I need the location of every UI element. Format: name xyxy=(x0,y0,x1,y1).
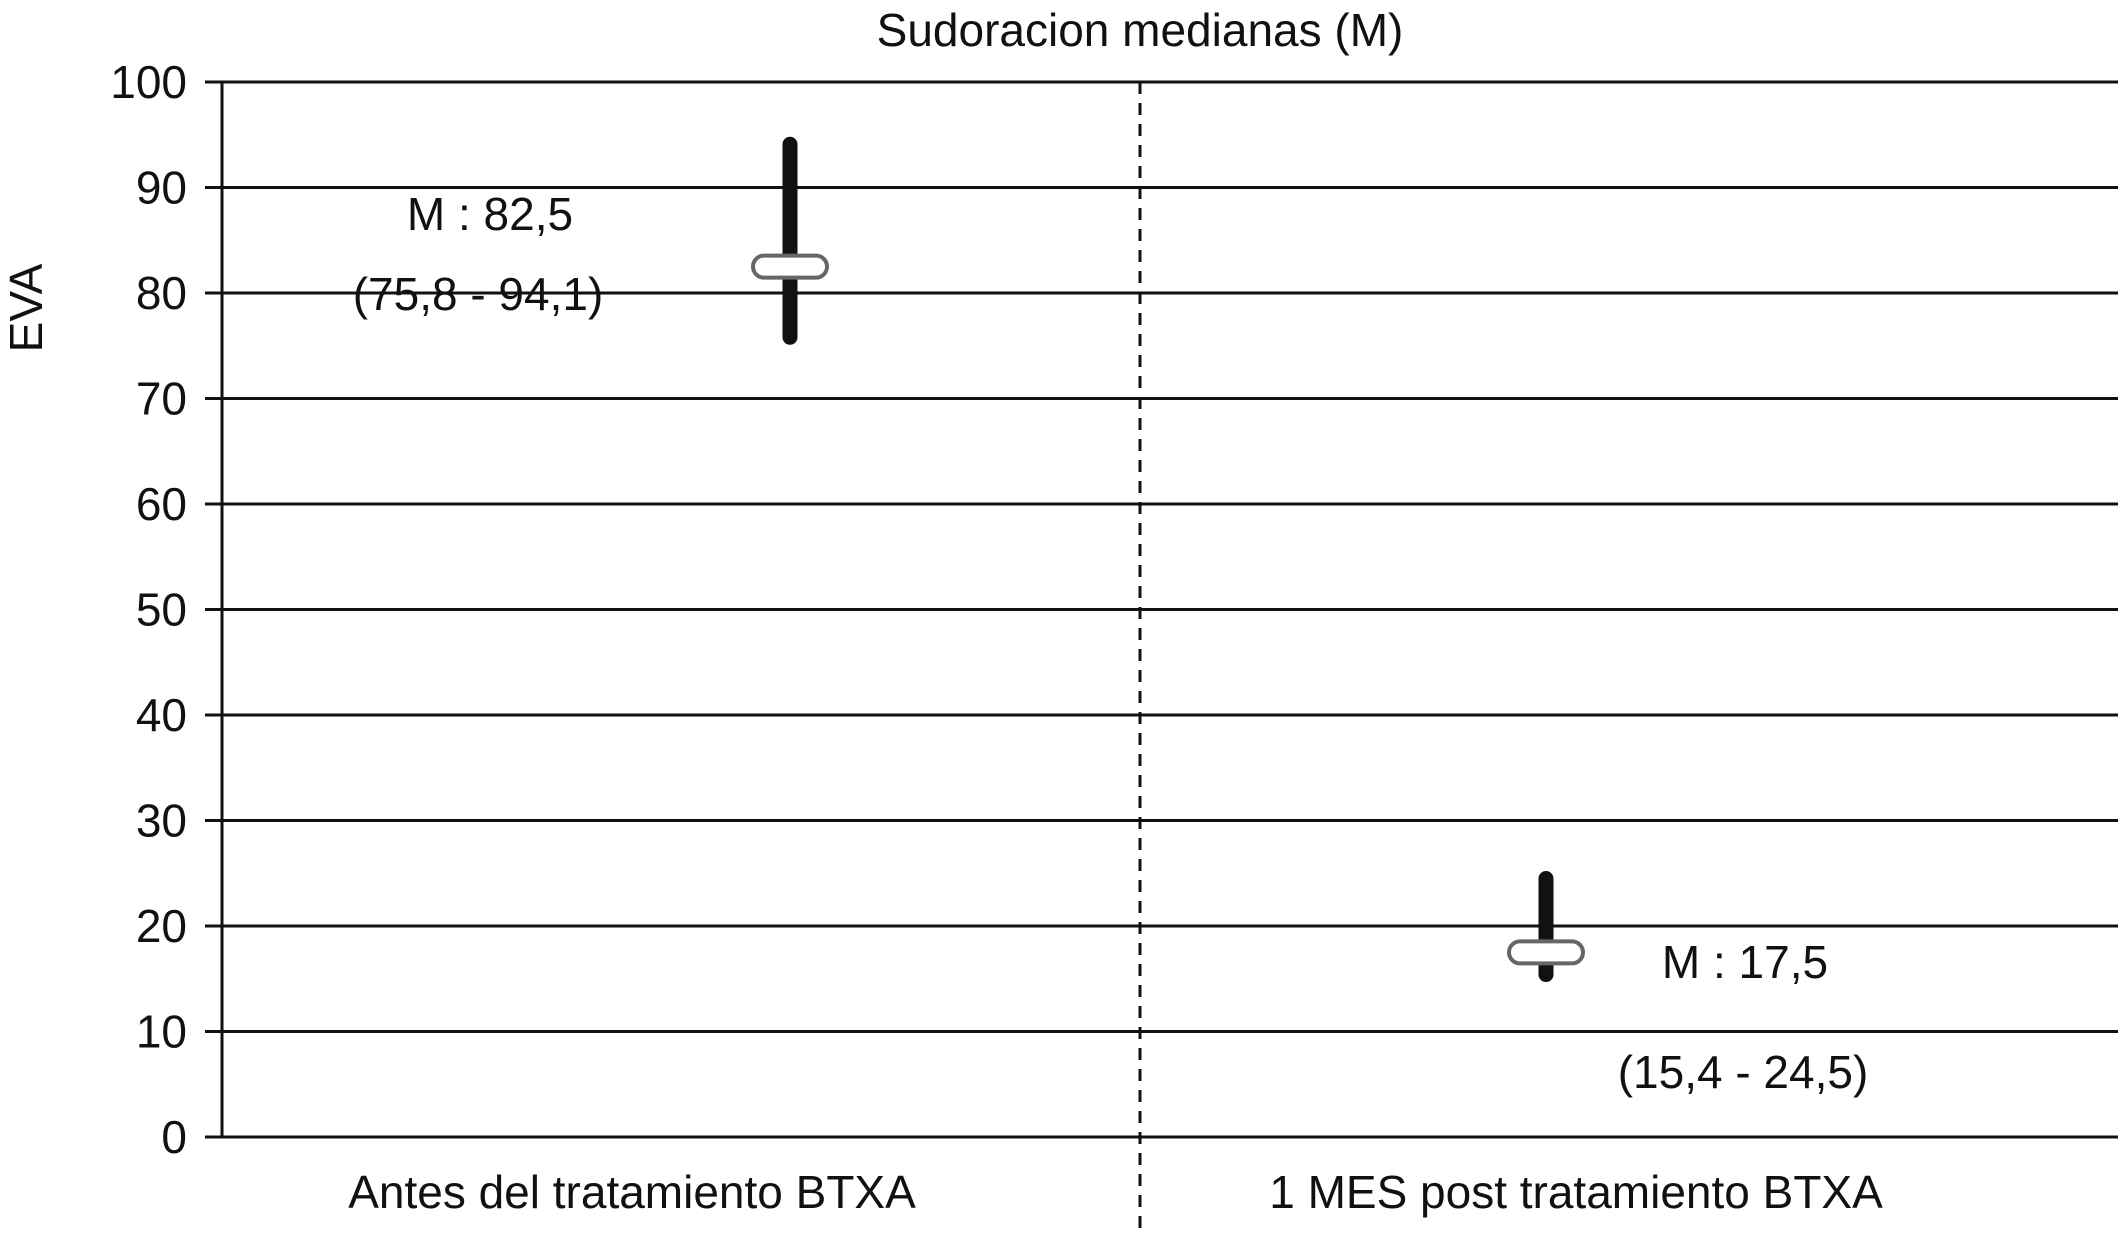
range-label-2: (15,4 - 24,5) xyxy=(1618,1046,1869,1098)
y-tick-label-10: 10 xyxy=(136,1006,187,1058)
y-tick-label-20: 20 xyxy=(136,900,187,952)
y-tick-label-0: 0 xyxy=(161,1111,187,1163)
median-marker-2 xyxy=(1507,939,1585,966)
y-tick-label-30: 30 xyxy=(136,795,187,847)
chart-title: Sudoracion medianas (M) xyxy=(877,4,1404,56)
median-label-2: M : 17,5 xyxy=(1662,936,1828,988)
x-category-label-1: Antes del tratamiento BTXA xyxy=(348,1166,916,1218)
y-tick-label-60: 60 xyxy=(136,478,187,530)
y-axis-ticks: 0 10 20 30 40 50 60 70 80 90 100 xyxy=(110,56,187,1163)
x-axis-labels: Antes del tratamiento BTXA 1 MES post tra… xyxy=(348,1166,1883,1218)
x-category-label-2: 1 MES post tratamiento BTXA xyxy=(1269,1166,1883,1218)
y-tick-label-40: 40 xyxy=(136,689,187,741)
y-tick-label-90: 90 xyxy=(136,162,187,214)
median-marker-1 xyxy=(751,253,829,280)
range-label-1: (75,8 - 94,1) xyxy=(353,268,604,320)
median-label-1: M : 82,5 xyxy=(407,188,573,240)
range-marks: M : 82,5 (75,8 - 94,1) M : 17,5 (15,4 - 24,… xyxy=(353,136,1869,1098)
y-tick-label-100: 100 xyxy=(110,56,187,108)
y-tick-label-50: 50 xyxy=(136,584,187,636)
y-axis-label: EVA xyxy=(0,263,52,352)
y-tick-label-70: 70 xyxy=(136,373,187,425)
y-tick-label-80: 80 xyxy=(136,267,187,319)
gridlines xyxy=(205,80,2118,1139)
